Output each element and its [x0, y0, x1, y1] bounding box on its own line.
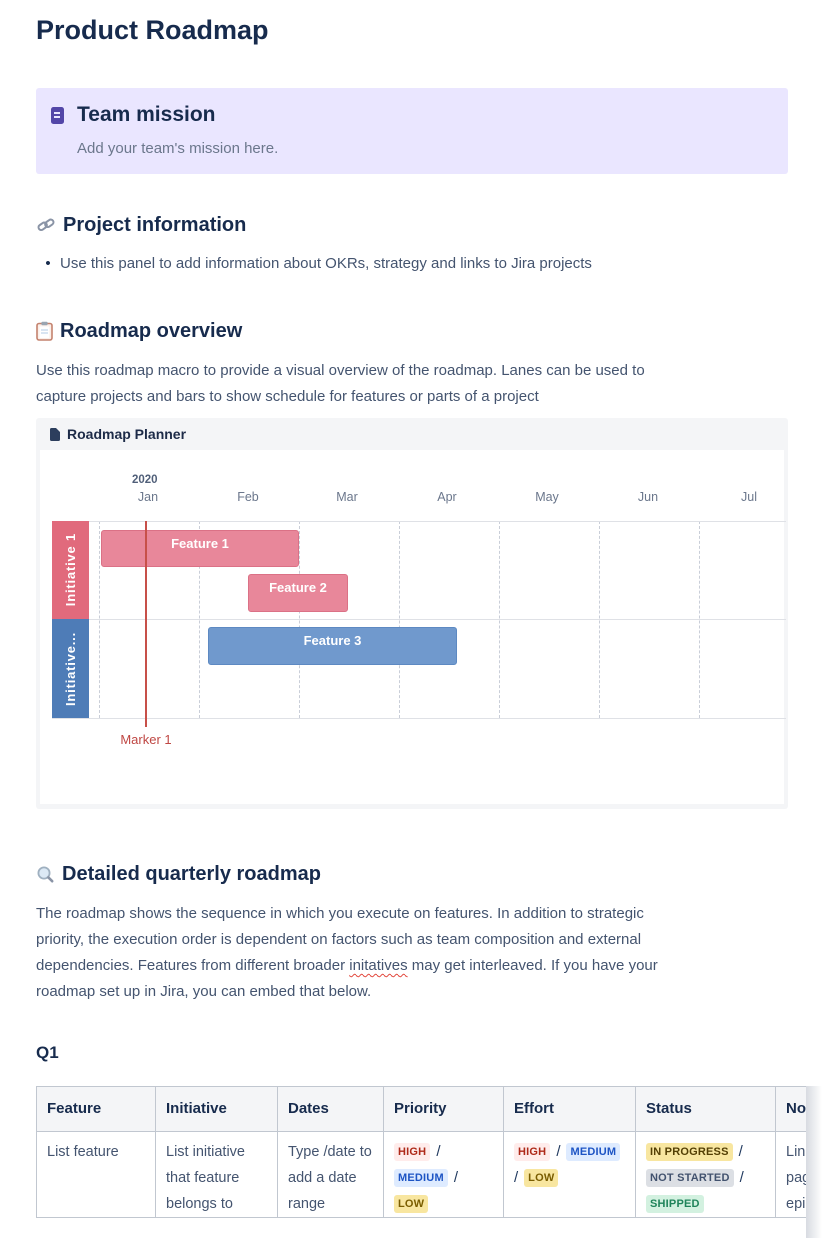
- column-header-status[interactable]: Status: [635, 1086, 776, 1132]
- detailed-roadmap-paragraph: The roadmap shows the sequence in which …: [36, 901, 824, 1005]
- lane-divider: [52, 619, 786, 620]
- cell-initiative[interactable]: List initiative that feature belongs to: [155, 1131, 278, 1218]
- line3-before: dependencies. Features from different br…: [36, 957, 350, 974]
- month-label-mar: Mar: [336, 490, 358, 504]
- timeline-year-label: 2020: [132, 474, 158, 486]
- roadmap-planner-chart[interactable]: 2020 Jan Feb Mar Apr May Jun Jul Initiat…: [40, 450, 786, 804]
- section-title: Project information: [63, 214, 247, 236]
- cell-effort[interactable]: HIGH / MEDIUM / LOW: [503, 1131, 636, 1218]
- lane-header-initiative-1[interactable]: Initiative 1: [52, 521, 89, 619]
- column-header-initiative[interactable]: Initiative: [155, 1086, 278, 1132]
- roadmap-planner-macro-header: Roadmap Planner: [40, 418, 784, 450]
- lane-header-initiative-2[interactable]: Initiative...: [52, 619, 89, 718]
- gantt-bar-feature-3[interactable]: Feature 3: [208, 627, 457, 665]
- notes-line: pages: [786, 1170, 806, 1186]
- q1-table-zone: Feature Initiative Dates Priority Effort…: [36, 1086, 824, 1238]
- month-label-jul: Jul: [741, 490, 757, 504]
- notes-line: epics: [786, 1196, 806, 1212]
- lane-divider: [52, 718, 786, 719]
- column-header-priority[interactable]: Priority: [383, 1086, 504, 1132]
- priority-medium-badge: MEDIUM: [394, 1169, 448, 1187]
- priority-low-badge: LOW: [394, 1195, 429, 1213]
- roadmap-overview-paragraph: Use this roadmap macro to provide a visu…: [36, 358, 824, 410]
- project-info-bullet: • Use this panel to add information abou…: [36, 254, 824, 274]
- magnifier-icon: [36, 865, 55, 884]
- misspelled-word: initatives: [349, 957, 408, 974]
- separator: /: [739, 1169, 744, 1186]
- journal-icon: [51, 106, 64, 124]
- cell-priority[interactable]: HIGH / MEDIUM / LOW: [383, 1131, 504, 1218]
- separator: /: [556, 1143, 561, 1160]
- team-mission-header: Team mission: [48, 103, 772, 127]
- paragraph-line: Use this roadmap macro to provide a visu…: [36, 362, 645, 379]
- section-title: Roadmap overview: [60, 320, 243, 342]
- effort-low-badge: LOW: [524, 1169, 559, 1187]
- team-mission-body: Add your team's mission here.: [77, 140, 279, 157]
- paragraph-line: capture projects and bars to show schedu…: [36, 388, 539, 405]
- column-header-feature[interactable]: Feature: [36, 1086, 156, 1132]
- status-shipped-badge: SHIPPED: [646, 1195, 704, 1213]
- section-heading-detailed-quarterly-roadmap: Detailed quarterly roadmap: [36, 861, 824, 887]
- line3-after: may get interleaved. If you have your: [407, 957, 658, 974]
- section-heading-project-information: Project information: [36, 212, 824, 238]
- cell-feature[interactable]: List feature: [36, 1131, 156, 1218]
- month-label-jan: Jan: [137, 490, 159, 504]
- status-not-started-badge: NOT STARTED: [646, 1169, 734, 1187]
- clipboard-icon: [36, 321, 53, 341]
- month-label-jun: Jun: [637, 490, 659, 504]
- priority-high-badge: HIGH: [394, 1143, 431, 1161]
- cell-notes[interactable]: Link pages epics: [775, 1131, 806, 1218]
- gantt-bar-feature-2[interactable]: Feature 2: [248, 574, 348, 612]
- lane-label: Initiative 1: [63, 533, 78, 607]
- marker-label: Marker 1: [120, 732, 172, 747]
- separator: /: [453, 1169, 458, 1186]
- paragraph-line: dependencies. Features from different br…: [36, 953, 824, 979]
- lane-label: Initiative...: [63, 631, 78, 706]
- document-icon: [50, 427, 60, 441]
- cell-dates[interactable]: Type /date to add a date range: [277, 1131, 384, 1218]
- effort-medium-badge: MEDIUM: [566, 1143, 621, 1161]
- separator: /: [436, 1143, 441, 1160]
- paragraph-line: roadmap set up in Jira, you can embed th…: [36, 983, 372, 1000]
- effort-high-badge: HIGH: [514, 1143, 551, 1161]
- q1-table-scroll-area[interactable]: Feature Initiative Dates Priority Effort…: [36, 1086, 806, 1238]
- team-mission-title: Team mission: [77, 103, 216, 126]
- column-header-effort[interactable]: Effort: [503, 1086, 636, 1132]
- paragraph-line: priority, the execution order is depende…: [36, 931, 642, 948]
- lane-divider: [52, 521, 786, 522]
- q1-table: Feature Initiative Dates Priority Effort…: [36, 1086, 806, 1218]
- paragraph-line: The roadmap shows the sequence in which …: [36, 905, 644, 922]
- marker-line[interactable]: [145, 521, 147, 727]
- table-overflow-shadow: [806, 1086, 822, 1238]
- link-icon: [36, 215, 56, 235]
- team-mission-panel[interactable]: Team mission Add your team's mission her…: [36, 88, 788, 174]
- section-title: Detailed quarterly roadmap: [62, 863, 321, 885]
- month-label-may: May: [535, 490, 559, 504]
- column-header-dates[interactable]: Dates: [277, 1086, 384, 1132]
- roadmap-planner-macro[interactable]: Roadmap Planner 2020 Jan Feb Mar Apr May…: [36, 418, 788, 809]
- cell-status[interactable]: IN PROGRESS / NOT STARTED / SHIPPED: [635, 1131, 776, 1218]
- table-header-row: Feature Initiative Dates Priority Effort…: [36, 1086, 806, 1132]
- separator: /: [514, 1169, 519, 1186]
- quarter-heading-q1: Q1: [36, 1043, 59, 1062]
- table-row: List feature List initiative that featur…: [36, 1131, 806, 1218]
- macro-title: Roadmap Planner: [67, 426, 187, 442]
- bullet-marker: •: [45, 255, 51, 272]
- gantt-bar-feature-1[interactable]: Feature 1: [101, 530, 299, 567]
- bullet-text: Use this panel to add information about …: [60, 255, 592, 272]
- section-heading-roadmap-overview: Roadmap overview: [36, 318, 824, 344]
- page-title: Product Roadmap: [36, 15, 269, 45]
- month-label-feb: Feb: [237, 490, 259, 504]
- separator: /: [738, 1143, 743, 1160]
- column-header-notes[interactable]: Notes: [775, 1086, 806, 1132]
- status-in-progress-badge: IN PROGRESS: [646, 1143, 733, 1161]
- month-label-apr: Apr: [437, 490, 457, 504]
- notes-line: Link: [786, 1144, 806, 1160]
